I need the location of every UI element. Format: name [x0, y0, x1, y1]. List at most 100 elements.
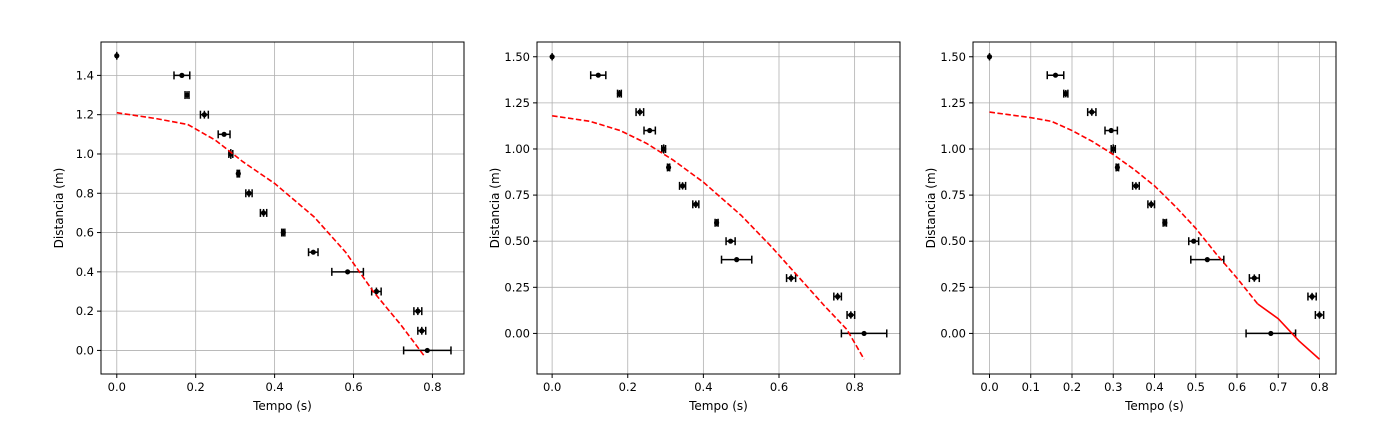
data-marker — [1191, 238, 1197, 244]
y-tick-label: 1.00 — [940, 142, 966, 156]
data-point — [1104, 126, 1119, 135]
data-point — [307, 248, 319, 257]
x-tick-label: 0.6 — [344, 380, 362, 394]
x-tick-label: 0.5 — [1187, 380, 1205, 394]
data-point — [1086, 108, 1097, 117]
data-marker — [1204, 257, 1210, 263]
data-marker — [616, 91, 623, 97]
data-marker — [728, 238, 734, 244]
y-tick-label: 0.6 — [76, 226, 94, 240]
data-marker — [549, 54, 555, 60]
data-marker — [848, 312, 854, 318]
x-tick-label: 0.8 — [423, 380, 441, 394]
fit-curve-dashed — [552, 114, 865, 360]
data-marker — [1316, 312, 1323, 318]
axes-frame — [100, 41, 465, 375]
data-point — [199, 110, 210, 119]
data-marker — [221, 131, 227, 137]
plot-area — [986, 53, 1325, 360]
data-point — [1245, 329, 1297, 338]
data-point — [114, 51, 120, 60]
data-point — [1131, 181, 1140, 190]
y-tick-label: 0.2 — [76, 304, 94, 318]
data-marker — [246, 190, 252, 196]
plot-area — [114, 51, 452, 357]
data-marker — [1108, 127, 1114, 134]
x-tick-label: 0.6 — [770, 380, 788, 394]
data-point — [184, 91, 190, 100]
data-marker — [1052, 72, 1059, 78]
y-tick-label: 1.4 — [76, 68, 94, 82]
data-point — [1314, 310, 1325, 319]
x-tick-label: 0.6 — [1228, 380, 1246, 394]
y-tick-label: 0.00 — [504, 326, 530, 340]
data-point — [1147, 200, 1156, 209]
data-point — [417, 326, 427, 335]
y-tick-label: 0.75 — [940, 188, 966, 202]
x-tick-label: 0.0 — [108, 380, 126, 394]
data-point — [986, 53, 993, 61]
data-marker — [280, 229, 286, 236]
y-tick-label: 1.50 — [940, 50, 966, 64]
data-point — [643, 126, 657, 135]
data-point — [413, 307, 423, 316]
data-marker — [179, 72, 185, 78]
data-point — [280, 228, 286, 237]
data-point — [616, 89, 623, 98]
data-point — [1248, 274, 1261, 283]
y-tick-label: 0.00 — [940, 326, 966, 340]
data-marker — [1110, 146, 1116, 152]
fit-curve-dashed — [116, 111, 426, 357]
data-marker — [1089, 109, 1095, 115]
data-point — [1187, 237, 1200, 246]
y-tick-label: 1.50 — [504, 50, 530, 64]
y-tick-label: 1.2 — [76, 108, 94, 122]
y-tick-label: 0.50 — [504, 234, 530, 248]
data-marker — [1251, 275, 1257, 281]
data-point — [217, 130, 231, 139]
data-marker — [419, 328, 425, 334]
x-tick-label: 0.4 — [1145, 380, 1163, 394]
data-marker — [693, 201, 699, 207]
data-marker — [788, 275, 794, 281]
x-axis-label: Tempo (s) — [688, 399, 748, 413]
data-point — [1162, 218, 1168, 227]
data-marker — [595, 72, 601, 78]
x-tick-label: 0.1 — [1022, 380, 1040, 394]
data-point — [840, 329, 888, 338]
data-marker — [1268, 330, 1274, 337]
y-tick-label: 0.25 — [940, 280, 966, 294]
data-point — [173, 71, 191, 80]
data-point — [549, 53, 555, 61]
y-tick-label: 0.8 — [76, 186, 94, 200]
data-marker — [235, 171, 241, 177]
data-marker — [1162, 220, 1168, 226]
data-point — [833, 292, 843, 301]
x-tick-label: 0.2 — [619, 380, 637, 394]
x-axis-label: Tempo (s) — [1124, 399, 1184, 413]
data-point — [665, 163, 672, 172]
chart-panel-3: 0.0 0.1 0.2 0.3 0.4 0.5 0.6 0.7 0.8 0.00 0.25 0.50 0… — [924, 41, 1337, 413]
x-tick-label: 0.2 — [187, 380, 205, 394]
data-marker — [415, 308, 421, 314]
y-axis-label: Distancia (m) — [52, 168, 66, 249]
data-point — [725, 237, 736, 246]
data-point — [785, 274, 797, 283]
data-marker — [1148, 201, 1154, 207]
data-marker — [714, 220, 720, 226]
data-marker — [1309, 293, 1315, 300]
data-point — [1307, 292, 1317, 301]
plot-area — [549, 53, 888, 360]
data-marker — [114, 53, 120, 59]
chart-panel-1: 0.0 0.2 0.4 0.6 0.8 0.0 0.2 0.4 0.6 0.8 1.0 1.2 1.4 T… — [52, 41, 465, 413]
data-point — [1190, 255, 1225, 264]
y-tick-label: 0.25 — [504, 280, 530, 294]
data-marker — [201, 112, 207, 118]
y-axis-label: Distancia (m) — [924, 168, 938, 249]
x-tick-label: 0.3 — [1104, 380, 1122, 394]
data-point — [846, 310, 856, 319]
data-point — [1063, 89, 1069, 98]
chart-panel-2: 0.0 0.2 0.4 0.6 0.8 0.00 0.25 0.50 0.75 1.00 1.25 1… — [488, 41, 901, 413]
data-point — [245, 189, 253, 198]
data-marker — [424, 347, 430, 354]
